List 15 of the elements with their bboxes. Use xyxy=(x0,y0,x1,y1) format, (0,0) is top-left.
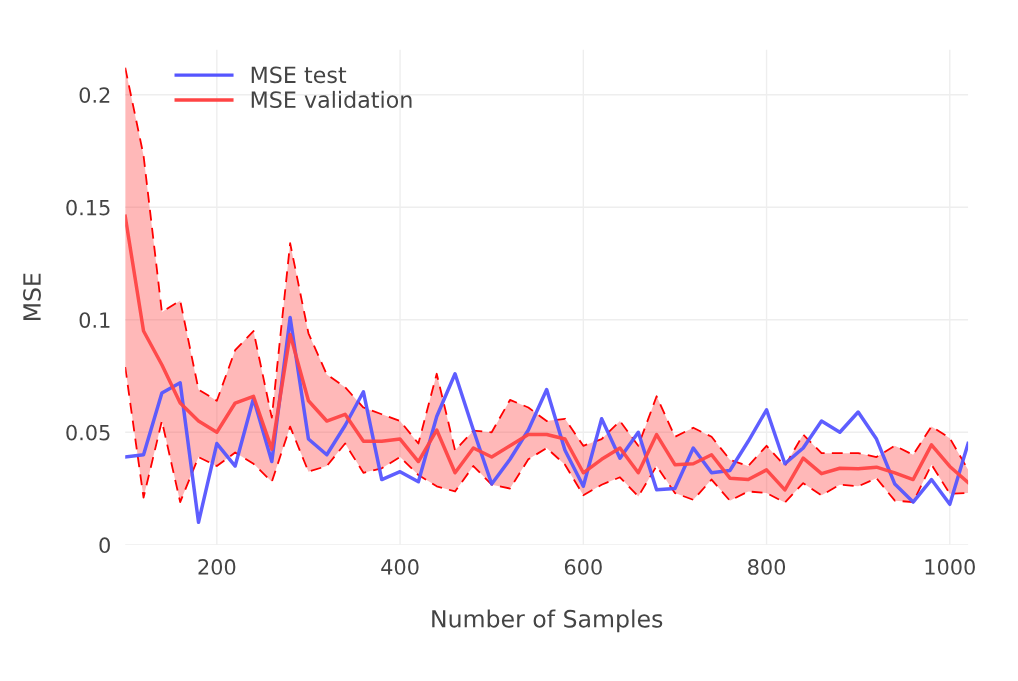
y-tick-label: 0.2 xyxy=(79,87,110,103)
x-tick-label: 1000 xyxy=(925,559,975,575)
x-axis-title: Number of Samples xyxy=(432,609,663,633)
x-tick-label: 600 xyxy=(564,559,602,575)
y-tick-label: 0 xyxy=(99,537,110,554)
y-tick-label: 0.1 xyxy=(79,312,110,328)
x-tick-label: 400 xyxy=(381,559,419,575)
legend-label: MSE test xyxy=(251,66,347,84)
y-axis-title: MSE xyxy=(23,273,41,321)
y-tick-label: 0.15 xyxy=(66,199,110,216)
y-tick-label: 0.05 xyxy=(66,424,110,441)
legend-label: MSE validation xyxy=(251,90,412,109)
x-tick-label: 200 xyxy=(198,559,236,575)
x-tick-label: 800 xyxy=(748,559,786,575)
line-series xyxy=(125,214,969,492)
